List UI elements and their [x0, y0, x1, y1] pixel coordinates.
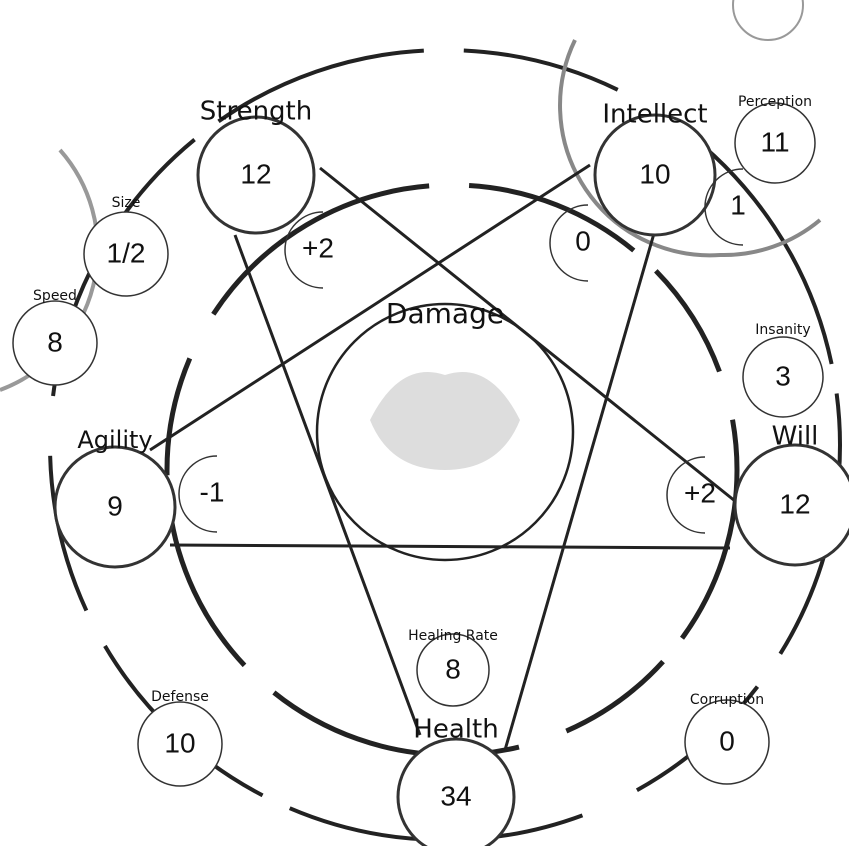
- stat-label: Size: [112, 195, 141, 211]
- stats: Strength12Intellect10Perception11Size1/2…: [13, 94, 849, 846]
- stat-value: 11: [760, 126, 789, 157]
- damage-label: Damage: [386, 297, 504, 330]
- modifier-value: 1: [730, 189, 746, 220]
- stat-value: 10: [639, 158, 670, 189]
- stat-value: 10: [164, 727, 195, 758]
- stat-value: 8: [47, 326, 63, 357]
- stat-value: 12: [240, 158, 271, 189]
- stat-value: 1/2: [107, 237, 146, 268]
- stat-label: Speed: [33, 288, 77, 304]
- stat-label: Strength: [200, 97, 312, 127]
- stat-value: 8: [445, 653, 461, 684]
- stat-value: 34: [440, 780, 471, 811]
- stat-label: Corruption: [690, 692, 764, 708]
- stat-value: 9: [107, 490, 123, 521]
- stat-label: Intellect: [602, 100, 707, 130]
- modifier-value: 0: [575, 225, 591, 256]
- stat-label: Agility: [77, 426, 152, 454]
- stat-value: 12: [779, 488, 810, 519]
- stat-value: 3: [775, 360, 791, 391]
- demon-icon: [370, 372, 520, 470]
- stat-value: 0: [719, 725, 735, 756]
- stat-label: Perception: [738, 94, 812, 110]
- corner-circle: [733, 0, 803, 40]
- character-sheet: Damage Strength12Intellect10Perception11…: [0, 0, 849, 846]
- stat-label: Will: [772, 422, 819, 452]
- stat-label: Insanity: [755, 322, 810, 338]
- modifier-value: +2: [302, 232, 334, 263]
- modifier-value: +2: [684, 477, 716, 508]
- modifier-value: -1: [200, 476, 225, 507]
- stat-label: Healing Rate: [408, 628, 498, 644]
- stat-label: Defense: [151, 689, 209, 705]
- stat-label: Health: [413, 715, 498, 745]
